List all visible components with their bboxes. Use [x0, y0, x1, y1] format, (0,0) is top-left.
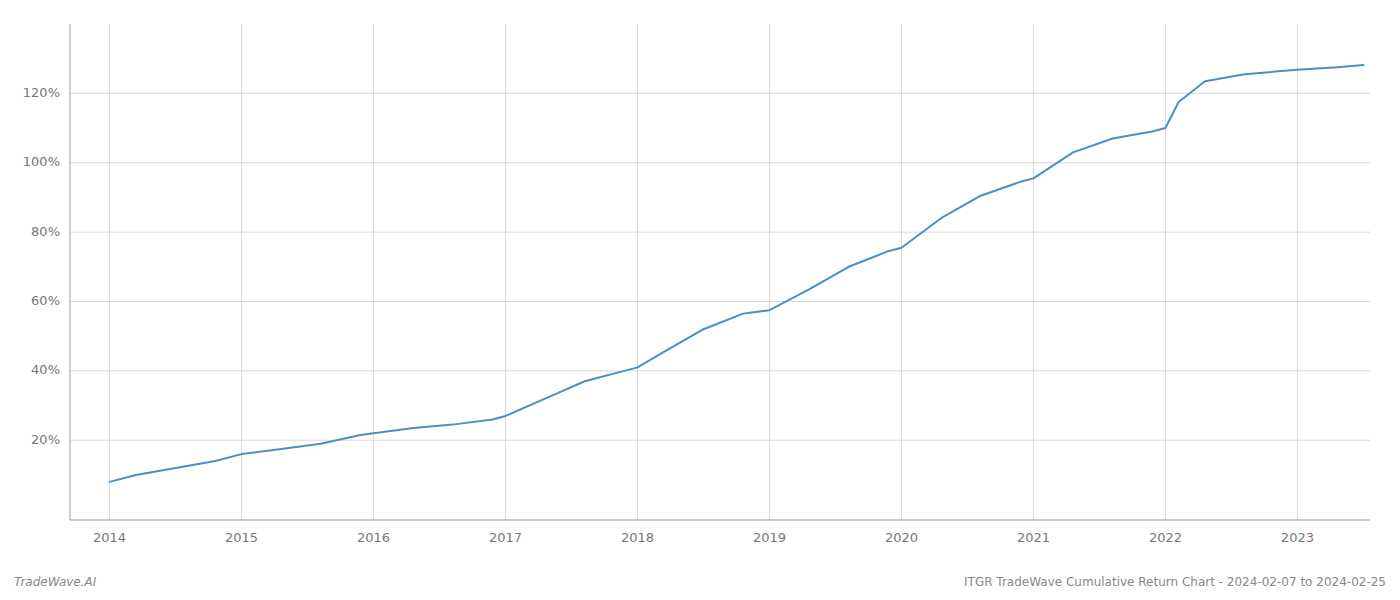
y-axis-line — [70, 24, 71, 520]
x-axis-line — [70, 520, 1370, 521]
x-tick-label: 2021 — [1017, 530, 1050, 545]
y-grid-line — [70, 440, 1370, 441]
x-grid-line — [505, 24, 506, 520]
y-tick-label: 100% — [23, 154, 60, 169]
x-tick-label: 2020 — [885, 530, 918, 545]
x-grid-line — [1297, 24, 1298, 520]
y-tick-label: 40% — [31, 362, 60, 377]
y-grid-line — [70, 370, 1370, 371]
x-tick-label: 2017 — [489, 530, 522, 545]
y-grid-line — [70, 162, 1370, 163]
footer-left: TradeWave.AI — [14, 575, 97, 589]
plot-area — [110, 65, 1364, 482]
x-grid-line — [373, 24, 374, 520]
y-tick-label: 80% — [31, 224, 60, 239]
x-tick-label: 2015 — [225, 530, 258, 545]
x-grid-line — [901, 24, 902, 520]
x-tick-label: 2016 — [357, 530, 390, 545]
x-grid-line — [109, 24, 110, 520]
grid — [70, 24, 1370, 520]
x-tick-label: 2022 — [1149, 530, 1182, 545]
y-grid-line — [70, 301, 1370, 302]
x-tick-label: 2019 — [753, 530, 786, 545]
x-grid-line — [637, 24, 638, 520]
y-grid-line — [70, 93, 1370, 94]
x-grid-line — [241, 24, 242, 520]
axes: 20% 40% 60% 80% 100% 120% 2014 2015 2016 2017 2018… — [23, 24, 1370, 545]
x-tick-label: 2018 — [621, 530, 654, 545]
x-grid-line — [1165, 24, 1166, 520]
x-grid-line — [769, 24, 770, 520]
x-tick-label: 2014 — [93, 530, 126, 545]
y-tick-label: 20% — [31, 432, 60, 447]
x-grid-line — [1033, 24, 1034, 520]
line — [110, 65, 1364, 482]
footer-right: ITGR TradeWave Cumulative Return Chart -… — [964, 575, 1386, 589]
y-tick-label: 120% — [23, 85, 60, 100]
y-tick-label: 60% — [31, 293, 60, 308]
chart: 20% 40% 60% 80% 100% 120% 2014 2015 2016 2017 2018… — [0, 0, 1400, 600]
y-grid-line — [70, 232, 1370, 233]
x-tick-label: 2023 — [1281, 530, 1314, 545]
